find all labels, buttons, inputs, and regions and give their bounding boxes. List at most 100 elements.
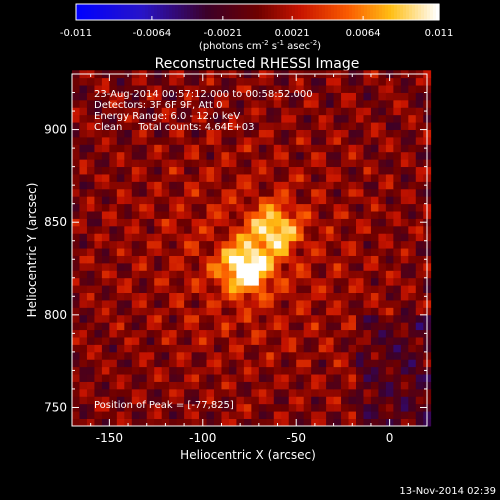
image-pixel bbox=[303, 181, 312, 190]
image-pixel bbox=[243, 292, 252, 301]
image-pixel bbox=[109, 196, 118, 205]
image-pixel bbox=[266, 211, 275, 219]
image-pixel bbox=[221, 122, 230, 130]
image-pixel bbox=[184, 329, 192, 338]
image-pixel bbox=[94, 329, 103, 338]
image-pixel bbox=[228, 270, 237, 279]
image-pixel bbox=[333, 344, 342, 353]
colorbar-swatch bbox=[268, 4, 272, 20]
image-pixel bbox=[318, 277, 327, 286]
image-pixel bbox=[370, 366, 379, 375]
colorbar-swatch bbox=[286, 4, 290, 20]
image-pixel bbox=[393, 337, 402, 345]
image-pixel bbox=[124, 92, 133, 101]
image-pixel bbox=[94, 203, 103, 212]
image-pixel bbox=[266, 203, 275, 212]
image-pixel bbox=[408, 329, 417, 338]
image-pixel bbox=[273, 107, 282, 116]
image-pixel bbox=[370, 248, 379, 256]
image-pixel bbox=[116, 411, 125, 419]
image-pixel bbox=[94, 307, 103, 316]
image-pixel bbox=[214, 129, 222, 138]
image-pixel bbox=[333, 85, 342, 93]
image-pixel bbox=[131, 270, 140, 279]
image-pixel bbox=[288, 411, 297, 419]
image-pixel bbox=[109, 418, 118, 427]
image-pixel bbox=[303, 322, 312, 331]
image-pixel bbox=[378, 388, 387, 397]
image-pixel bbox=[333, 262, 342, 271]
image-pixel bbox=[131, 255, 140, 264]
image-pixel bbox=[94, 411, 103, 419]
image-pixel bbox=[228, 181, 237, 190]
image-pixel bbox=[281, 381, 290, 390]
image-pixel bbox=[258, 188, 267, 197]
image-pixel bbox=[415, 374, 424, 382]
image-pixel bbox=[206, 270, 215, 279]
image-pixel bbox=[288, 307, 297, 316]
image-pixel bbox=[139, 329, 148, 338]
image-pixel bbox=[236, 166, 245, 175]
colorbar-swatch bbox=[421, 4, 425, 20]
image-pixel bbox=[408, 262, 417, 271]
image-pixel bbox=[79, 322, 88, 331]
image-pixel bbox=[131, 203, 140, 212]
image-pixel bbox=[169, 359, 178, 368]
colorbar-swatch bbox=[400, 4, 404, 20]
image-pixel bbox=[101, 374, 110, 382]
image-pixel bbox=[116, 203, 125, 212]
image-pixel bbox=[131, 351, 140, 360]
image-pixel bbox=[161, 99, 170, 108]
image-pixel bbox=[206, 188, 215, 197]
image-pixel bbox=[400, 396, 409, 405]
image-pixel bbox=[243, 174, 252, 182]
image-pixel bbox=[214, 159, 222, 168]
image-pixel bbox=[214, 99, 222, 108]
image-pixel bbox=[385, 233, 394, 242]
image-pixel bbox=[311, 218, 320, 227]
image-pixel bbox=[326, 92, 334, 101]
image-pixel bbox=[184, 307, 192, 316]
image-pixel bbox=[221, 166, 230, 175]
image-pixel bbox=[273, 277, 282, 286]
image-pixel bbox=[101, 270, 110, 279]
image-pixel bbox=[251, 351, 260, 360]
image-pixel bbox=[296, 151, 305, 160]
image-pixel bbox=[124, 174, 133, 182]
image-pixel bbox=[139, 122, 148, 130]
image-pixel bbox=[184, 77, 192, 86]
image-pixel bbox=[363, 307, 372, 316]
image-pixel bbox=[296, 107, 305, 116]
image-pixel bbox=[370, 144, 379, 153]
image-pixel bbox=[214, 322, 222, 331]
image-pixel bbox=[116, 359, 125, 368]
image-pixel bbox=[288, 218, 297, 227]
image-pixel bbox=[86, 403, 95, 412]
image-pixel bbox=[333, 114, 342, 123]
image-pixel bbox=[109, 314, 118, 323]
colorbar-swatch bbox=[148, 4, 152, 20]
image-pixel bbox=[251, 181, 260, 190]
image-pixel bbox=[116, 292, 125, 301]
image-pixel bbox=[296, 396, 305, 405]
image-pixel bbox=[139, 418, 148, 427]
image-pixel bbox=[116, 314, 125, 323]
image-pixel bbox=[154, 181, 163, 190]
image-pixel bbox=[72, 322, 80, 331]
image-pixel bbox=[146, 337, 155, 345]
image-pixel bbox=[341, 188, 349, 197]
image-pixel bbox=[378, 344, 387, 353]
image-pixel bbox=[266, 129, 275, 138]
image-pixel bbox=[94, 166, 103, 175]
image-pixel bbox=[176, 292, 185, 301]
image-pixel bbox=[146, 262, 155, 271]
image-pixel bbox=[273, 203, 282, 212]
image-pixel bbox=[311, 359, 320, 368]
image-pixel bbox=[131, 85, 140, 93]
image-pixel bbox=[72, 233, 80, 242]
image-pixel bbox=[154, 307, 163, 316]
image-pixel bbox=[236, 329, 245, 338]
image-pixel bbox=[296, 322, 305, 331]
image-pixel bbox=[124, 166, 133, 175]
image-pixel bbox=[184, 240, 192, 249]
